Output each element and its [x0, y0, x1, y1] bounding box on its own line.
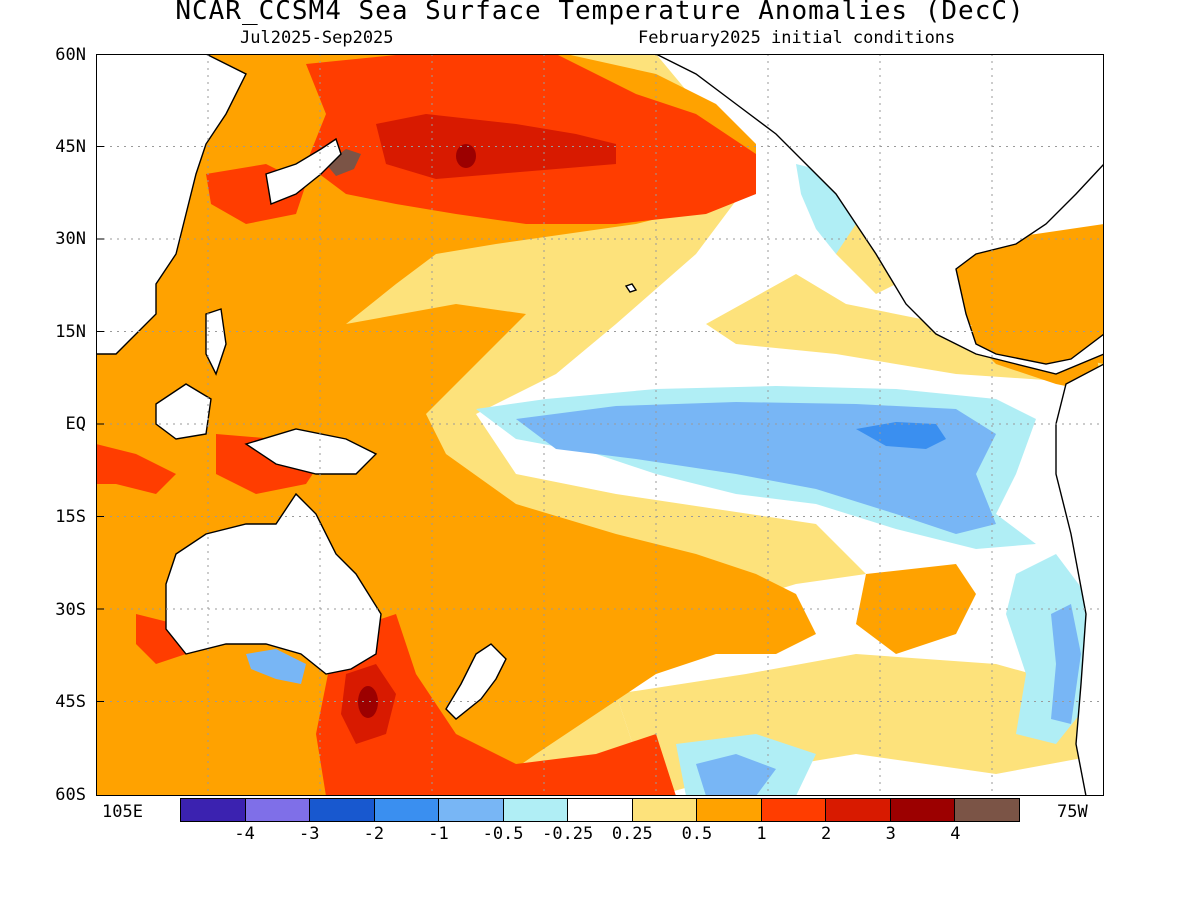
anomaly-cool-chile	[1051, 604, 1081, 724]
map-frame	[96, 54, 1104, 796]
color-scale-label: -1	[428, 824, 449, 844]
color-scale-label: 0.5	[681, 824, 713, 844]
anomaly-strong-warm-tasman	[316, 614, 676, 796]
color-scale-label: 0.25	[611, 824, 653, 844]
lat-label-30s: 30S	[55, 600, 86, 620]
forecast-period: Jul2025-Sep2025	[240, 28, 394, 48]
land-new-guinea	[244, 428, 378, 475]
lon-label-right: 75W	[1057, 802, 1088, 822]
color-swatch	[826, 799, 891, 821]
land-outlines	[96, 54, 1104, 796]
anomaly-cool-southern	[696, 754, 776, 796]
color-swatch	[632, 799, 698, 821]
color-scale-bar	[180, 798, 1020, 822]
initial-conditions: February2025 initial conditions	[638, 28, 956, 48]
color-swatch	[568, 799, 633, 821]
color-scale-label: 1	[756, 824, 767, 844]
lat-label-30n: 30N	[55, 229, 86, 249]
color-swatch	[374, 799, 440, 821]
land-borneo	[155, 383, 212, 440]
land-hawaii	[624, 283, 638, 293]
lat-label-45n: 45N	[55, 137, 86, 157]
color-swatch	[181, 799, 246, 821]
lat-label-eq: EQ	[65, 414, 86, 434]
land-south-america	[1055, 363, 1104, 796]
anomaly-strong-cool-east	[856, 422, 946, 449]
color-scale-label: -4	[234, 824, 255, 844]
land-asia	[96, 54, 247, 355]
color-scale-label: -2	[363, 824, 385, 844]
color-swatch	[890, 799, 956, 821]
color-scale-labels: -4 -3 -2 -1 -0.5 -0.25 0.25 0.5 1 2 3 4	[180, 824, 1020, 846]
color-swatch	[245, 799, 311, 821]
color-swatch	[310, 799, 375, 821]
anomaly-cool-south	[246, 649, 306, 684]
land-japan	[265, 137, 342, 205]
sst-anomaly-map	[96, 54, 1104, 796]
color-scale-label: 4	[950, 824, 961, 844]
color-swatch	[761, 799, 827, 821]
land-new-zealand	[445, 643, 507, 720]
land-australia	[165, 492, 382, 675]
anomaly-extreme-warm-north	[456, 144, 476, 168]
anomaly-extreme-warm-tasman	[358, 686, 378, 718]
lat-label-60s: 60S	[55, 785, 86, 805]
lon-label-left: 105E	[102, 802, 143, 822]
lat-label-15n: 15N	[55, 322, 86, 342]
lat-label-60n: 60N	[55, 45, 86, 65]
anomaly-warm-east-coast	[956, 324, 1104, 394]
color-scale-label: -0.5	[482, 824, 524, 844]
map-grid	[96, 54, 1104, 796]
anomaly-brown-japan-coast	[326, 149, 361, 176]
anomaly-strong-warm-west	[96, 444, 176, 494]
color-scale-label: 3	[885, 824, 896, 844]
color-swatch	[503, 799, 569, 821]
lat-label-45s: 45S	[55, 692, 86, 712]
color-swatch	[439, 799, 504, 821]
color-scale-label: -0.25	[542, 824, 594, 844]
color-scale-label: 2	[821, 824, 832, 844]
color-swatch	[697, 799, 762, 821]
land-north-america	[655, 54, 1104, 375]
map-title: NCAR_CCSM4 Sea Surface Temperature Anoma…	[175, 0, 1025, 26]
color-swatch	[955, 799, 1019, 821]
lat-label-15s: 15S	[55, 507, 86, 527]
color-scale-label: -3	[298, 824, 320, 844]
land-philippines	[205, 308, 227, 376]
